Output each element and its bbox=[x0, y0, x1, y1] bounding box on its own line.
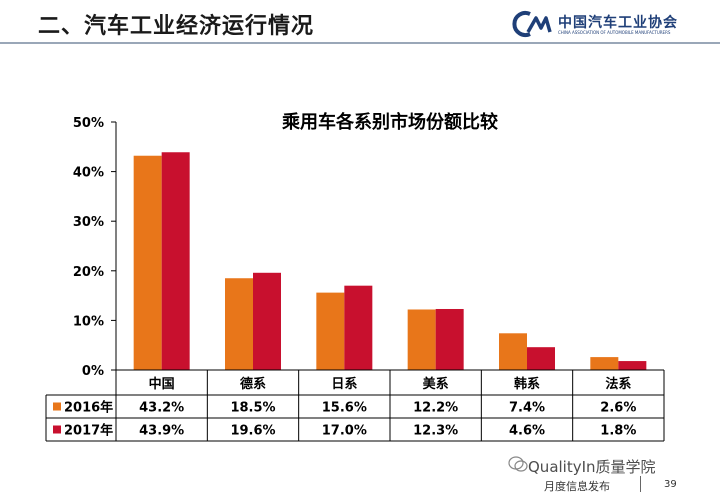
category-label: 法系 bbox=[605, 376, 631, 392]
bar-2017 bbox=[161, 152, 190, 370]
bar-2016 bbox=[590, 357, 619, 370]
title-divider bbox=[0, 42, 720, 44]
data-label: 43.9% bbox=[139, 424, 184, 439]
bar-2016 bbox=[316, 292, 345, 370]
bar-2016 bbox=[133, 155, 162, 370]
watermark: QualityIn质量学院 bbox=[528, 458, 656, 476]
caam-logo-icon bbox=[512, 11, 552, 37]
data-label: 43.2% bbox=[139, 401, 184, 416]
data-label: 19.6% bbox=[230, 424, 275, 439]
legend-label: 2017年 bbox=[64, 423, 113, 439]
logo-name: 中国汽车工业协会 bbox=[558, 15, 678, 31]
footer-text: 月度信息发布 bbox=[544, 480, 610, 493]
bar-2016 bbox=[225, 278, 253, 370]
page-title: 二、汽车工业经济运行情况 bbox=[38, 14, 315, 39]
bar-2017 bbox=[253, 272, 281, 370]
bar-2016 bbox=[407, 309, 436, 370]
category-label: 日系 bbox=[331, 376, 357, 392]
page-number: 39 bbox=[664, 479, 677, 490]
category-label: 美系 bbox=[423, 376, 449, 392]
slide-header: 二、汽车工业经济运行情况 中国汽车工业协会 CHINA ASSOCIATION … bbox=[0, 0, 720, 44]
y-tick-label: 10% bbox=[73, 314, 104, 329]
data-label: 7.4% bbox=[509, 401, 545, 416]
footer-separator bbox=[640, 476, 641, 492]
data-label: 12.3% bbox=[413, 424, 458, 439]
bar-2016 bbox=[499, 333, 527, 370]
data-label: 18.5% bbox=[230, 401, 275, 416]
legend-label: 2016年 bbox=[64, 400, 113, 416]
data-label: 15.6% bbox=[322, 401, 367, 416]
y-tick-label: 0% bbox=[82, 364, 104, 379]
y-tick-label: 50% bbox=[73, 116, 104, 131]
category-label: 中国 bbox=[149, 376, 175, 392]
data-label: 12.2% bbox=[413, 401, 458, 416]
category-label: 韩系 bbox=[514, 376, 540, 392]
chart-title: 乘用车各系别市场份额比较 bbox=[281, 111, 498, 133]
logo-subtitle: CHINA ASSOCIATION OF AUTOMOBILE MANUFACT… bbox=[558, 30, 671, 35]
bar-2017 bbox=[344, 285, 373, 370]
y-tick-label: 30% bbox=[73, 215, 104, 230]
bar-2017 bbox=[527, 347, 555, 370]
data-label: 17.0% bbox=[322, 424, 367, 439]
caam-logo: 中国汽车工业协会 CHINA ASSOCIATION OF AUTOMOBILE… bbox=[506, 10, 706, 38]
legend-key-2016 bbox=[53, 402, 61, 411]
category-label: 德系 bbox=[240, 376, 266, 392]
data-label: 4.6% bbox=[509, 424, 545, 439]
y-tick-label: 20% bbox=[73, 265, 104, 280]
wechat-icon bbox=[508, 456, 528, 472]
data-label: 2.6% bbox=[600, 401, 636, 416]
y-tick-label: 40% bbox=[73, 166, 104, 181]
legend-key-2017 bbox=[53, 425, 61, 434]
data-label: 1.8% bbox=[600, 424, 636, 439]
bar-2017 bbox=[618, 361, 647, 370]
bar-2017 bbox=[435, 308, 464, 370]
